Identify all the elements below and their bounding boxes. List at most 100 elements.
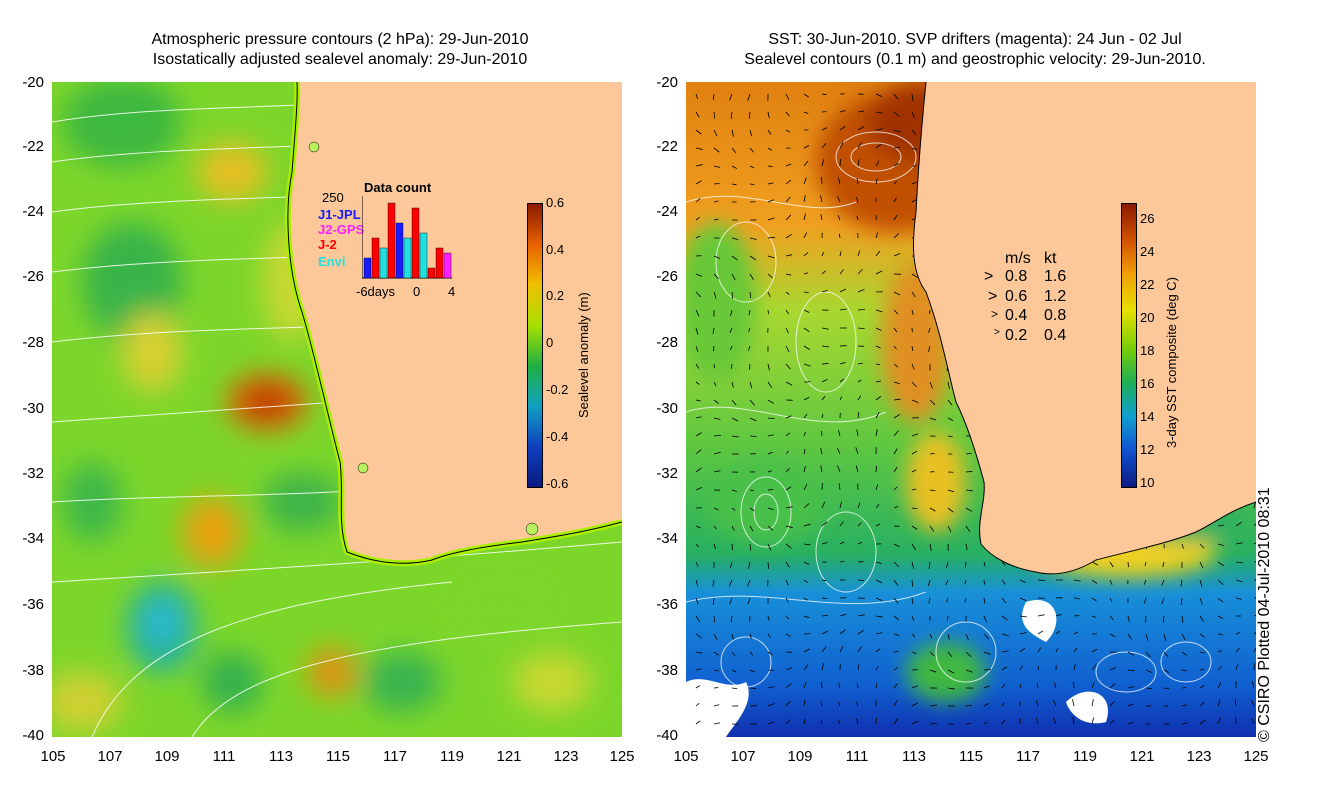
- velocity-arrow: [839, 141, 844, 149]
- velocity-arrow: [785, 291, 790, 295]
- velocity-arrow: [1143, 597, 1147, 604]
- x-tick: 121: [496, 748, 522, 765]
- velocity-arrow: [1235, 579, 1243, 583]
- velocity-arrow: [713, 165, 721, 168]
- velocity-arrow: [785, 615, 790, 620]
- right-cbar-tick: 22: [1140, 277, 1155, 292]
- velocity-arrow: [983, 561, 986, 567]
- velocity-arrow: [875, 597, 883, 602]
- velocity-arrow: [821, 630, 829, 635]
- velocity-arrow: [857, 327, 865, 329]
- velocity-arrow: [1127, 651, 1135, 656]
- velocity-arrow: [1001, 650, 1009, 653]
- velocity-arrow: [875, 93, 882, 97]
- legend-kt-value: 0.4: [1044, 327, 1067, 344]
- right-cbar-tick: 24: [1140, 244, 1155, 259]
- velocity-arrow: [748, 327, 751, 333]
- velocity-arrow: [875, 561, 883, 565]
- velocity-arrow: [911, 147, 918, 151]
- legend-ms-value: 0.8: [1005, 268, 1028, 285]
- velocity-arrow: [695, 720, 701, 725]
- velocity-arrow: [695, 164, 703, 167]
- y-tick: -32: [656, 465, 678, 482]
- velocity-arrow: [695, 399, 701, 402]
- velocity-arrow: [695, 525, 701, 529]
- velocity-arrow: [803, 93, 809, 98]
- velocity-arrow: [947, 507, 954, 513]
- legend-arrow-icon: >: [991, 307, 999, 321]
- velocity-arrow: [857, 614, 865, 617]
- velocity-arrow: [837, 465, 841, 473]
- velocity-arrow: [803, 466, 806, 473]
- velocity-arrow: [856, 701, 859, 707]
- velocity-arrow: [821, 614, 829, 617]
- velocity-arrow: [695, 543, 700, 548]
- velocity-arrow: [695, 363, 700, 369]
- left-colorbar-label: Sealevel anomaly (m): [576, 292, 591, 418]
- velocity-arrow: [965, 543, 968, 551]
- legend-arrow-icon: >: [988, 288, 998, 305]
- velocity-arrow: [911, 93, 914, 101]
- histogram-bar: [427, 267, 436, 279]
- velocity-arrow: [695, 449, 702, 455]
- x-tick: 119: [1073, 748, 1097, 765]
- velocity-arrow: [1091, 597, 1097, 602]
- velocity-arrow: [803, 597, 808, 601]
- velocity-arrow: [731, 507, 736, 511]
- velocity-arrow: [857, 110, 865, 113]
- velocity-arrow: [875, 579, 883, 584]
- velocity-arrow: [875, 380, 882, 383]
- velocity-arrow: [1001, 615, 1008, 621]
- y-tick: -40: [656, 727, 678, 744]
- velocity-arrow: [1036, 683, 1039, 689]
- velocity-arrow: [893, 363, 899, 368]
- velocity-arrow: [749, 165, 755, 169]
- right-title-line2: Sealevel contours (0.1 m) and geostrophi…: [744, 51, 1206, 68]
- velocity-arrow: [911, 633, 916, 638]
- velocity-arrow: [911, 399, 919, 403]
- y-tick: -34: [22, 530, 44, 547]
- velocity-arrow: [1001, 597, 1007, 604]
- velocity-arrow: [767, 451, 773, 455]
- velocity-arrow: [785, 486, 792, 491]
- velocity-arrow: [749, 147, 754, 153]
- velocity-arrow: [839, 560, 845, 563]
- velocity-arrow: [713, 434, 721, 437]
- velocity-arrow: [893, 180, 898, 185]
- velocity-arrow: [1253, 542, 1256, 545]
- velocity-arrow: [731, 633, 734, 640]
- velocity-arrow: [839, 521, 844, 527]
- velocity-arrow: [875, 363, 881, 366]
- velocity-arrow: [964, 579, 967, 585]
- velocity-arrow: [803, 718, 806, 725]
- velocity-arrow: [821, 542, 828, 545]
- velocity-arrow: [731, 489, 737, 492]
- velocity-arrow: [821, 395, 826, 401]
- velocity-arrow: [767, 525, 774, 531]
- left-cbar-tick: 0.2: [546, 288, 565, 303]
- velocity-arrow: [929, 525, 935, 532]
- velocity-arrow: [785, 450, 789, 455]
- velocity-arrow: [928, 597, 931, 604]
- velocity-arrow: [1250, 699, 1255, 707]
- velocity-arrow: [1091, 561, 1099, 566]
- velocity-arrow: [965, 471, 973, 473]
- velocity-arrow: [731, 435, 739, 438]
- velocity-arrow: [785, 597, 789, 603]
- right-cbar-tick: 16: [1140, 376, 1155, 391]
- velocity-arrow: [893, 398, 901, 401]
- velocity-arrow: [893, 561, 900, 568]
- velocity-arrow: [875, 683, 878, 689]
- velocity-arrow: [857, 502, 861, 509]
- velocity-arrow: [1199, 543, 1205, 549]
- velocity-arrow: [803, 309, 810, 313]
- velocity-arrow: [803, 615, 810, 619]
- x-tick: 117: [1016, 748, 1040, 765]
- velocity-arrow: [836, 447, 841, 455]
- inset-xlabel-end: 4: [448, 284, 456, 299]
- velocity-arrow: [712, 327, 715, 335]
- velocity-arrow: [803, 145, 810, 149]
- velocity-arrow: [785, 525, 793, 529]
- velocity-arrow: [929, 543, 932, 551]
- velocity-arrow: [1019, 615, 1027, 618]
